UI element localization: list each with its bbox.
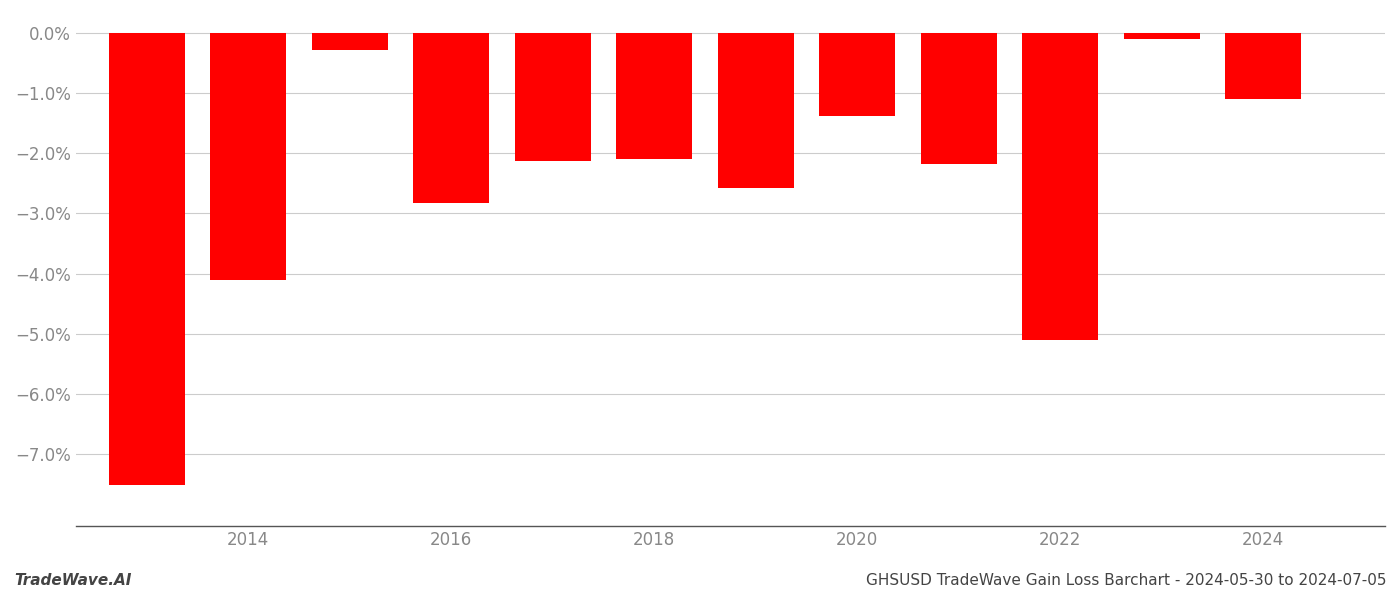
Bar xyxy=(515,33,591,161)
Bar xyxy=(819,33,895,116)
Bar xyxy=(1022,33,1098,340)
Bar xyxy=(109,33,185,485)
Bar xyxy=(616,33,693,160)
Text: GHSUSD TradeWave Gain Loss Barchart - 2024-05-30 to 2024-07-05: GHSUSD TradeWave Gain Loss Barchart - 20… xyxy=(865,573,1386,588)
Text: TradeWave.AI: TradeWave.AI xyxy=(14,573,132,588)
Bar xyxy=(1225,33,1301,99)
Bar xyxy=(921,33,997,164)
Bar xyxy=(312,33,388,50)
Bar xyxy=(718,33,794,188)
Bar xyxy=(1124,33,1200,39)
Bar xyxy=(413,33,490,203)
Bar xyxy=(210,33,287,280)
